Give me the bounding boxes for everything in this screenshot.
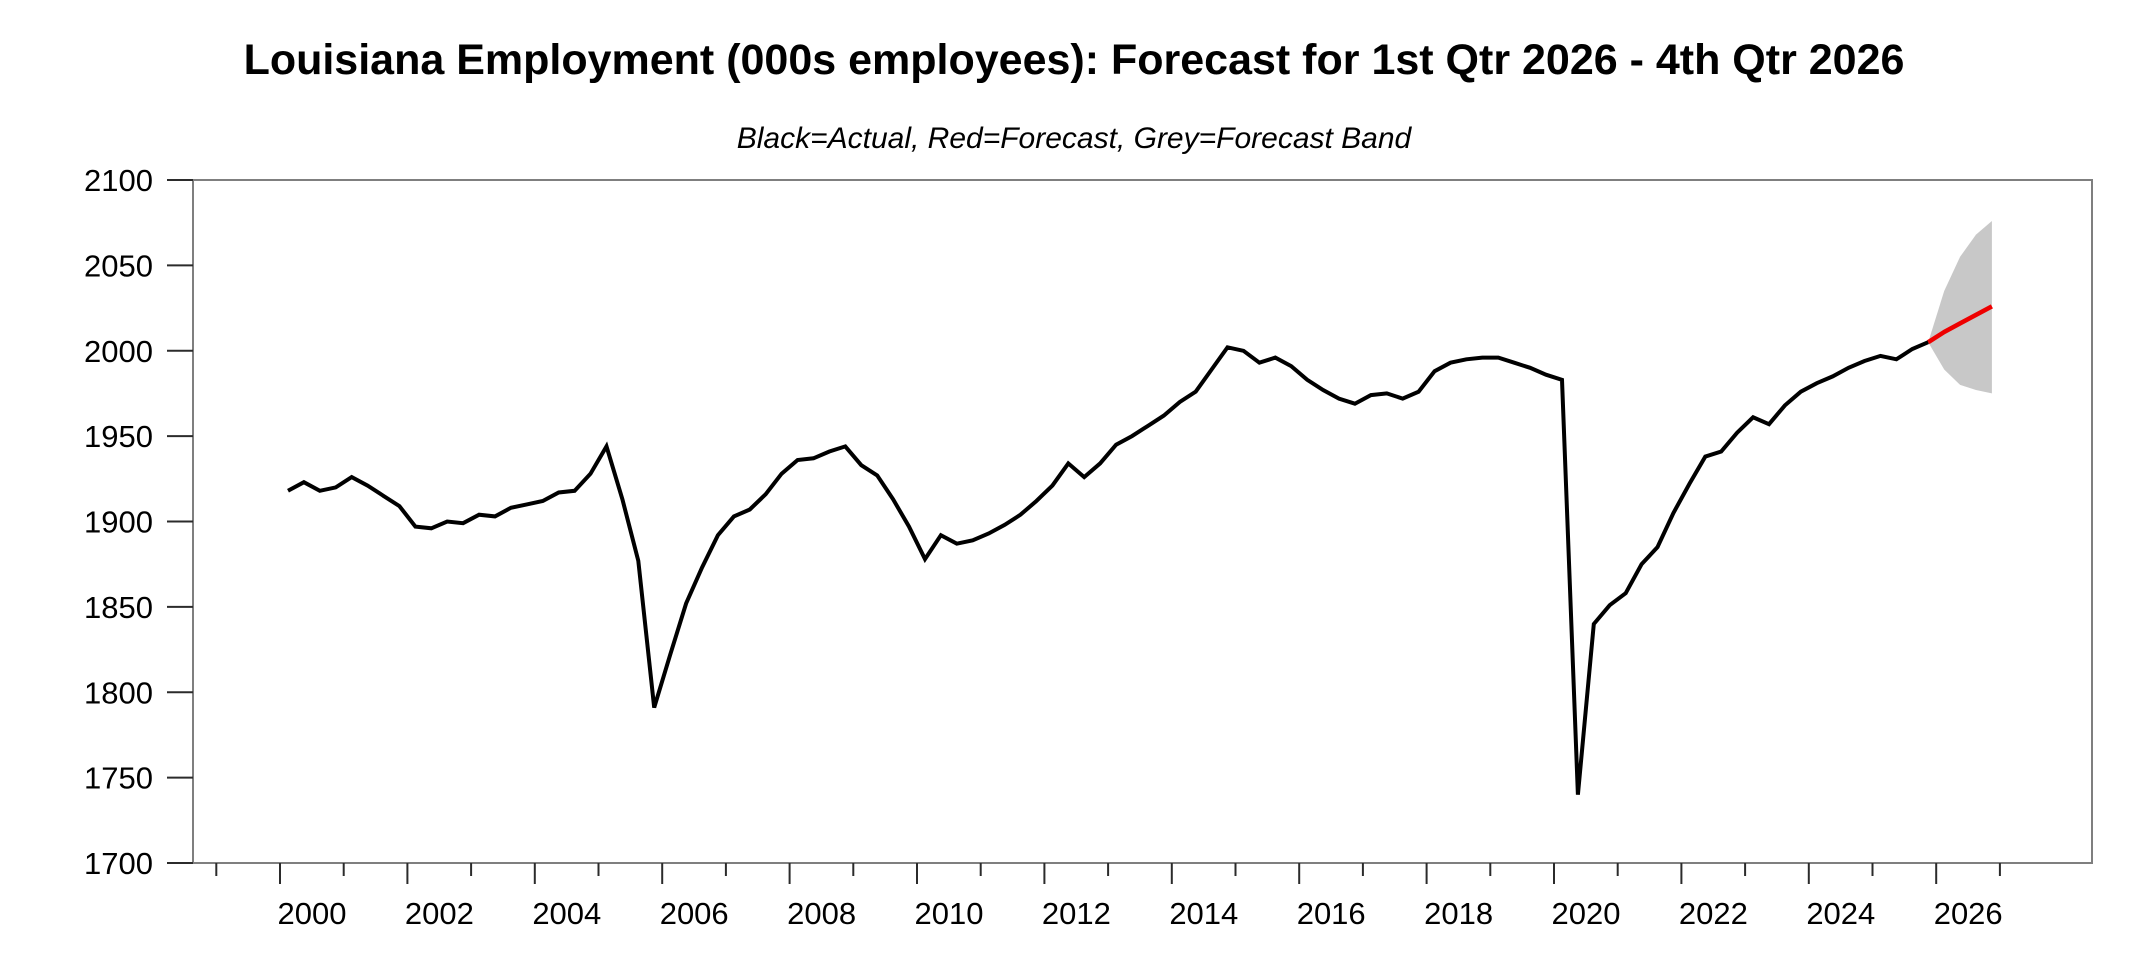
y-axis-tick-label: 2100 bbox=[84, 163, 153, 198]
x-axis-tick-label: 2014 bbox=[1169, 896, 1238, 931]
x-axis-tick-label: 2000 bbox=[278, 896, 347, 931]
y-axis-tick-label: 1900 bbox=[84, 505, 153, 540]
x-axis-tick-label: 2012 bbox=[1042, 896, 1111, 931]
x-axis-tick-label: 2004 bbox=[532, 896, 601, 931]
chart-subtitle: Black=Actual, Red=Forecast, Grey=Forecas… bbox=[736, 122, 1412, 155]
x-axis-tick-label: 2022 bbox=[1679, 896, 1748, 931]
x-axis-tick-label: 2018 bbox=[1424, 896, 1493, 931]
y-axis-tick-label: 1850 bbox=[84, 590, 153, 625]
x-axis-tick-label: 2006 bbox=[660, 896, 729, 931]
x-axis-tick-label: 2010 bbox=[915, 896, 984, 931]
y-axis-tick-label: 1700 bbox=[84, 846, 153, 881]
x-axis-tick-label: 2026 bbox=[1934, 896, 2003, 931]
x-axis-tick-label: 2016 bbox=[1297, 896, 1366, 931]
forecast-line bbox=[1926, 304, 1993, 345]
x-axis-tick-label: 2008 bbox=[787, 896, 856, 931]
chart-title: Louisiana Employment (000s employees): F… bbox=[243, 36, 1905, 84]
y-axis-tick-label: 1800 bbox=[84, 675, 153, 710]
y-axis-tick-label: 1950 bbox=[84, 419, 153, 454]
actual-line bbox=[287, 340, 1929, 795]
x-axis-tick-label: 2002 bbox=[405, 896, 474, 931]
y-axis-tick-label: 2050 bbox=[84, 248, 153, 283]
forecast-band bbox=[1928, 221, 1992, 394]
x-axis-tick-label: 2020 bbox=[1552, 896, 1621, 931]
y-axis-tick-label: 1750 bbox=[84, 761, 153, 796]
y-axis-tick-label: 2000 bbox=[84, 334, 153, 369]
plot-border bbox=[192, 179, 2093, 864]
x-axis-tick-label: 2024 bbox=[1806, 896, 1875, 931]
